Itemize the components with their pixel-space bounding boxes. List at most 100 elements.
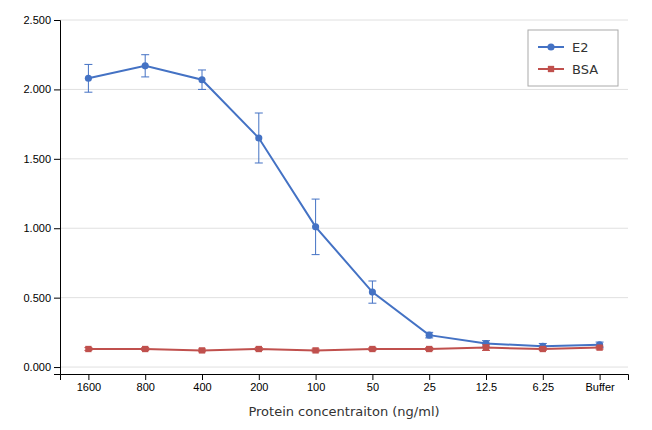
- point: [142, 62, 149, 69]
- series-line: [88, 348, 599, 351]
- y-tick-label: 1.000: [23, 222, 51, 234]
- error-bar: [425, 332, 433, 338]
- x-tick-label: 12.5: [476, 381, 497, 393]
- grid: [60, 20, 628, 367]
- point: [85, 346, 91, 352]
- y-tick: 0.500: [23, 292, 60, 304]
- x-tick: 100: [307, 374, 325, 393]
- point: [540, 346, 546, 352]
- x-tick-label: 50: [367, 381, 379, 393]
- error-bar: [482, 345, 490, 351]
- x-tick-mark: [259, 374, 260, 380]
- x-tick: 25: [424, 374, 436, 393]
- error-bar-cap: [84, 64, 92, 65]
- marks: [84, 55, 603, 354]
- x-tick: Buffer: [586, 374, 615, 393]
- x-tick-mark: [486, 374, 487, 380]
- error-bar-cap: [198, 69, 206, 70]
- x-tick-mark: [145, 374, 146, 380]
- y-tick-label: 0.500: [23, 292, 51, 304]
- y-axis: 0.000 0.500 1.000 1.500 2.000 2.500: [23, 14, 60, 374]
- point: [312, 347, 318, 353]
- x-tick: 50: [367, 374, 379, 393]
- x-tick-mark: [88, 374, 89, 380]
- error-bar-cap: [84, 92, 92, 93]
- point: [596, 344, 602, 350]
- x-tick: 6.25: [533, 374, 554, 393]
- point: [483, 344, 489, 350]
- x-tick-label: 25: [424, 381, 436, 393]
- error-bar: [368, 281, 376, 303]
- error-bar: [255, 113, 263, 163]
- y-tick: 1.000: [23, 222, 60, 234]
- point: [312, 223, 319, 230]
- point: [369, 346, 375, 352]
- error-bar-cap: [198, 89, 206, 90]
- error-bar-cap: [255, 113, 263, 114]
- legend-item: E2: [538, 40, 589, 55]
- y-tick: 2.000: [23, 83, 60, 95]
- grid-line: [60, 158, 628, 159]
- legend-label: BSA: [572, 62, 598, 77]
- y-tick-label: 2.000: [23, 83, 51, 95]
- point: [199, 347, 205, 353]
- x-axis-title: Protein concentraiton (ng/ml): [248, 404, 439, 419]
- y-tick-mark: [54, 89, 60, 90]
- x-tick-label: 6.25: [533, 381, 554, 393]
- x-tick: 800: [137, 374, 155, 393]
- error-bar-cap: [368, 303, 376, 304]
- point: [255, 134, 262, 141]
- legend-label: E2: [572, 40, 589, 55]
- x-tick-mark: [429, 374, 430, 380]
- y-tick-mark: [54, 20, 60, 21]
- legend-item: BSA: [538, 62, 598, 77]
- legend-box: [528, 30, 618, 86]
- x-tick-mark: [600, 374, 601, 380]
- y-tick-label: 0.000: [23, 361, 51, 373]
- point: [256, 346, 262, 352]
- x-axis-line: [61, 375, 629, 381]
- y-tick: 0.000: [23, 361, 60, 373]
- x-tick-mark: [372, 374, 373, 380]
- grid-line: [60, 20, 628, 21]
- y-tick: 2.500: [23, 14, 60, 26]
- error-bar-cap: [312, 254, 320, 255]
- point: [426, 346, 432, 352]
- grid-line: [60, 367, 628, 368]
- x-tick-mark: [202, 374, 203, 380]
- legend-swatch-marker: [547, 43, 554, 50]
- x-tick-label: Buffer: [586, 381, 615, 393]
- x-tick-label: 800: [137, 381, 155, 393]
- x-tick-label: 100: [307, 381, 325, 393]
- x-tick: 400: [193, 374, 211, 393]
- y-axis-line: [54, 21, 61, 375]
- error-bar-cap: [141, 76, 149, 77]
- series: [84, 344, 603, 353]
- y-tick-mark: [54, 159, 60, 160]
- y-tick-label: 1.500: [23, 153, 51, 165]
- error-bar-cap: [312, 199, 320, 200]
- y-tick-mark: [54, 228, 60, 229]
- x-axis: 1600 800 400 200 100 50 25 12.5 6.25 Buffer: [61, 374, 629, 393]
- error-bar-cap: [368, 280, 376, 281]
- point: [85, 75, 92, 82]
- x-tick-label: 1600: [77, 381, 101, 393]
- x-tick-mark: [543, 374, 544, 380]
- error-bar: [84, 64, 92, 92]
- legend: E2 BSA: [528, 30, 618, 86]
- error-bar: [198, 70, 206, 89]
- error-bar: [312, 199, 320, 255]
- x-tick: 1600: [77, 374, 101, 393]
- x-tick-label: 400: [193, 381, 211, 393]
- grid-line: [60, 89, 628, 90]
- x-tick-mark: [316, 374, 317, 380]
- error-bar-cap: [255, 162, 263, 163]
- x-tick-label: 200: [250, 381, 268, 393]
- legend-swatch-marker: [548, 66, 554, 72]
- grid-line: [60, 297, 628, 298]
- plot: 0.000 0.500 1.000 1.500 2.000 2.500 1600 800 400…: [23, 14, 628, 393]
- series: [84, 55, 603, 350]
- point: [369, 289, 376, 296]
- point: [142, 346, 148, 352]
- error-bar: [141, 55, 149, 77]
